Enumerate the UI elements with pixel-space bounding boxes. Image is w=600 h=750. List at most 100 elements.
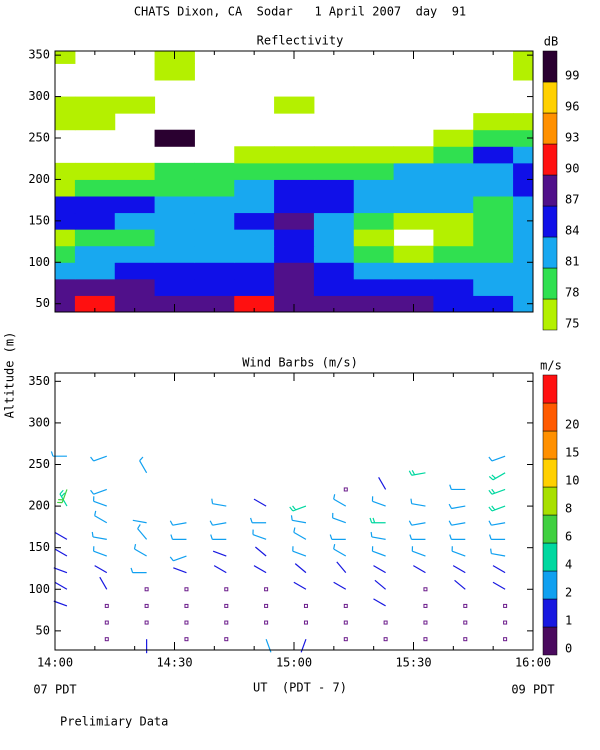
colorbar-bin [542,50,558,83]
contour-cell [353,162,395,180]
calm-marker [184,620,189,625]
contour-cell [433,196,474,214]
calm-marker [383,620,388,625]
contour-cell [74,295,116,313]
contour-cell [473,113,514,131]
colorbar-tick-label: 6 [565,530,572,544]
contour-cell [513,63,534,81]
wind-barb [408,470,426,476]
contour-cell [473,212,514,230]
wind-barb [90,455,107,462]
contour-cell [194,212,235,230]
contour-cell [353,196,395,214]
contour-cell [393,262,434,280]
calm-marker [423,620,428,625]
contour-cell [194,295,235,313]
y-tick-label: 150 [28,540,50,554]
calm-marker [264,620,269,625]
wind-barb [370,531,386,540]
y-tick-label: 150 [28,213,50,227]
wind-barb [449,534,466,540]
contour-cell [55,113,76,131]
contour-cell [274,229,315,247]
contour-cell [55,262,76,280]
wind-barb [209,520,227,526]
contour-cell [473,262,514,280]
contour-cell [234,179,275,197]
contour-cell [114,295,156,313]
contour-cell [274,245,315,263]
colorbar-tick-label: 78 [565,286,579,300]
colorbar-tick-label: 2 [565,586,572,600]
wind-barb [252,529,267,540]
colorbar-bin [542,174,558,207]
contour-cell [433,245,474,263]
contour-cell [154,63,195,81]
contour-cell [393,196,434,214]
contour-cell [513,262,534,280]
colorbar-tick-label: 1 [565,614,572,628]
contour-cell [154,245,195,263]
contour-cell [154,162,195,180]
contour-cell [194,229,235,247]
calm-marker [224,620,229,625]
colorbar-bin [542,267,558,300]
contour-cell [393,295,434,313]
contour-cell [274,196,315,214]
contour-cell [313,278,355,296]
contour-cell [433,262,474,280]
contour-cell [114,196,156,214]
contour-cell [313,179,355,197]
wind-barb [409,534,426,540]
calm-marker [144,587,149,592]
colorbar-tick-label: 93 [565,131,579,145]
contour-cell [313,295,355,313]
calm-marker [224,587,229,592]
contour-cell [513,179,534,197]
wind-barb [452,565,466,574]
contour-cell [513,113,534,131]
panel-title: Wind Barbs (m/s) [242,356,358,370]
colorbar-bin [542,626,558,656]
wind-barb [293,527,307,540]
contour-cell [313,146,355,164]
contour-cell [274,262,315,280]
colorbar-tick-label: 84 [565,224,579,238]
contour-cell [154,212,195,230]
contour-cell [513,129,534,147]
contour-cell [74,262,116,280]
wind-barb [54,531,68,540]
contour-cell [234,262,275,280]
y-tick-label: 200 [28,499,50,513]
colorbar-tick-label: 75 [565,317,579,331]
contour-cell [154,278,195,296]
wind-barb [492,581,506,590]
contour-cell [473,229,514,247]
contour-cell [55,196,76,214]
contour-cell [234,196,275,214]
wind-barb [449,484,466,491]
colorbar-bin [542,598,558,628]
contour-cell [154,229,195,247]
note: Prelimiary Data [60,715,168,729]
contour-cell [114,278,156,296]
contour-cell [274,96,315,114]
wind-barb [332,512,346,524]
colorbar-bin [542,514,558,544]
contour-cell [74,278,116,296]
contour-cell [74,196,116,214]
colorbar-bin [542,112,558,145]
colorbar-bin [542,374,558,404]
contour-cell [74,162,116,180]
wind-barb [492,565,506,574]
contour-cell [234,229,275,247]
contour-cell [433,295,474,313]
contour-cell [513,162,534,180]
calm-marker [503,603,508,608]
calm-marker [343,603,348,608]
wind-barb [50,451,67,457]
calm-marker [264,587,269,592]
calm-marker [343,487,348,492]
wind-barb [292,546,307,557]
